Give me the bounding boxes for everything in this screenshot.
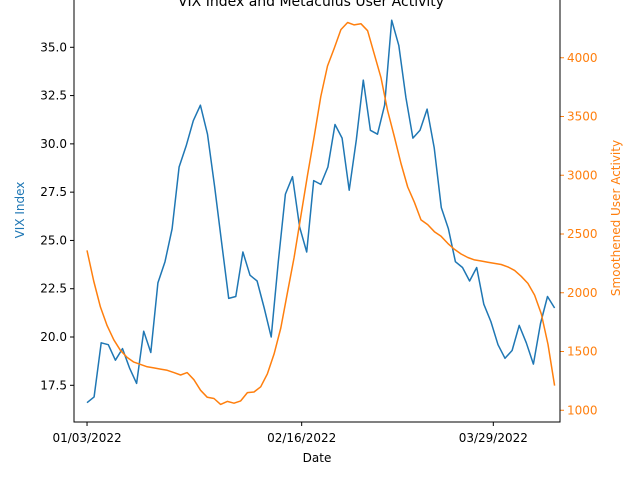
left-tick-label: 27.5: [40, 185, 67, 199]
plot-frame: [73, 0, 561, 423]
x-tick-label: 03/29/2022: [459, 431, 528, 445]
x-axis: 01/03/2022 02/16/2022 03/29/2022: [52, 422, 528, 445]
right-tick-label: 3000: [567, 168, 598, 182]
right-tick-label: 4000: [567, 51, 598, 65]
left-tick-label: 35.0: [40, 40, 67, 54]
left-tick-label: 22.5: [40, 282, 67, 296]
left-tick-label: 20.0: [40, 330, 67, 344]
right-tick-label: 2500: [567, 227, 598, 241]
left-tick-label: 17.5: [40, 378, 67, 392]
right-axis: 1000 1500 2000 2500 3000 3500 4000: [560, 51, 598, 417]
right-axis-label: Smoothened User Activity: [609, 140, 623, 296]
x-tick-label: 01/03/2022: [52, 431, 121, 445]
activity-line: [86, 21, 556, 406]
plot-lines: [86, 19, 556, 406]
right-tick-label: 1000: [567, 403, 598, 417]
x-axis-label: Date: [303, 451, 332, 465]
left-tick-label: 25.0: [40, 233, 67, 247]
chart-title: VIX Index and Metaculus User Activity: [178, 0, 444, 10]
vix-line: [86, 19, 556, 404]
left-tick-label: 32.5: [40, 89, 67, 103]
left-tick-label: 30.0: [40, 137, 67, 151]
x-tick-label: 02/16/2022: [267, 431, 336, 445]
left-axis: 17.5 20.0 22.5 25.0 27.5 30.0 32.5 35.0: [40, 40, 74, 392]
left-axis-label: VIX Index: [13, 182, 27, 239]
right-tick-label: 2000: [567, 286, 598, 300]
right-tick-label: 3500: [567, 110, 598, 124]
right-tick-label: 1500: [567, 345, 598, 359]
